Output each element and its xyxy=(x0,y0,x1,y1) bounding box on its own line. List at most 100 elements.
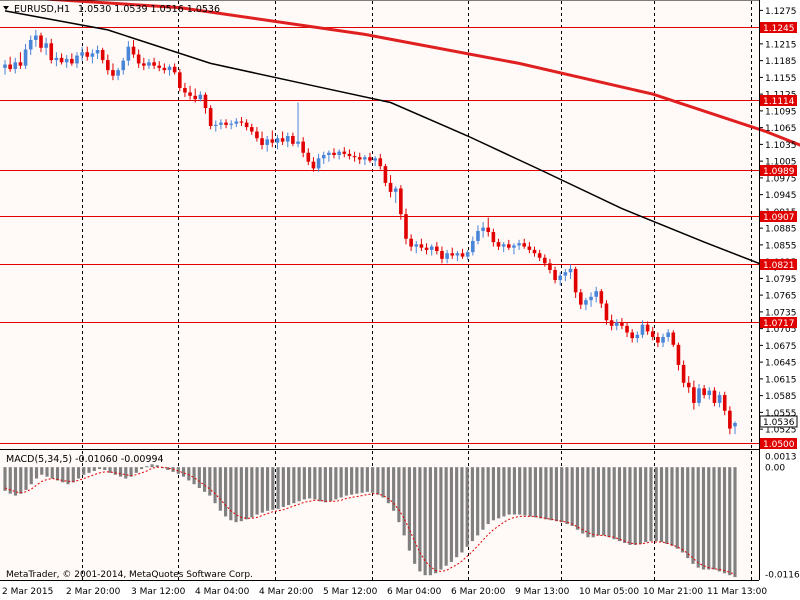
price-tick-label: 1.0885 xyxy=(765,225,797,235)
price-tick-label: 1.0855 xyxy=(765,241,797,251)
macd-bar xyxy=(34,467,39,479)
macd-bar xyxy=(455,467,459,558)
candle-body xyxy=(121,60,126,71)
macd-bar xyxy=(617,467,622,542)
macd-bar xyxy=(654,467,658,542)
macd-bar xyxy=(528,467,532,517)
macd-bar xyxy=(680,467,685,553)
macd-bar xyxy=(229,467,233,521)
candle-body xyxy=(203,94,208,109)
price-tick-label: 1.0975 xyxy=(765,174,797,184)
candle-body xyxy=(255,131,259,139)
macd-bar xyxy=(481,467,485,530)
price-tick-label: 1.0525 xyxy=(765,426,797,436)
candle-body xyxy=(471,240,475,253)
macd-tick-label: 0.0013 xyxy=(765,453,797,463)
price-level-text: 1.1114 xyxy=(763,97,795,107)
candle-body xyxy=(208,108,213,126)
macd-bar xyxy=(76,467,81,479)
macd-bar xyxy=(192,467,196,485)
candle-body xyxy=(424,247,429,250)
macd-bar xyxy=(623,467,627,543)
macd-bar xyxy=(134,467,138,473)
candle-body xyxy=(722,395,727,411)
candle-body xyxy=(260,138,264,145)
candle-body xyxy=(188,92,192,96)
candle-body xyxy=(450,253,455,256)
macd-bar xyxy=(155,465,159,468)
candle-body xyxy=(275,138,280,143)
candle-body xyxy=(465,252,470,257)
candle-body xyxy=(244,122,249,128)
candle-body xyxy=(100,50,105,61)
macd-bar xyxy=(3,467,7,491)
macd-bar xyxy=(465,467,469,547)
candle-body xyxy=(614,322,619,326)
macd-bar xyxy=(92,467,96,471)
candle-body xyxy=(183,87,187,93)
macd-bar xyxy=(166,467,170,471)
candle-body xyxy=(239,121,244,123)
macd-bar xyxy=(97,467,102,470)
macd-bar xyxy=(675,467,679,549)
macd-bar xyxy=(218,467,222,511)
time-axis-labels: 2 Mar 2015 2 Mar 20:00 3 Mar 12:00 4 Mar 04… xyxy=(2,587,767,597)
candle-body xyxy=(177,72,182,88)
time-axis-label: 2 Mar 2015 xyxy=(2,587,53,597)
time-axis-label: 2 Mar 20:00 xyxy=(66,587,121,597)
macd-bar xyxy=(423,467,427,576)
time-axis-label: 5 Mar 12:00 xyxy=(323,587,378,597)
price-level-text: 1.0717 xyxy=(763,319,795,329)
macd-bar xyxy=(360,467,364,493)
macd-bar xyxy=(518,467,522,515)
macd-bar xyxy=(565,467,569,525)
candle-body xyxy=(337,151,341,155)
candle-body xyxy=(404,214,408,239)
macd-bar xyxy=(402,467,406,536)
macd-bar xyxy=(66,467,70,485)
macd-bar xyxy=(45,467,49,477)
macd-bar xyxy=(139,467,144,470)
macd-bar xyxy=(365,467,369,492)
price-level-labels: 1.1245 1.1114 1.0989 1.0907 1.0821 1.0717 1.05… xyxy=(760,22,797,450)
candle-body xyxy=(234,121,239,124)
macd-bar xyxy=(523,467,527,516)
candle-body xyxy=(373,158,377,161)
candle-body xyxy=(681,364,686,383)
macd-bar xyxy=(334,467,338,500)
macd-bar xyxy=(313,467,317,500)
macd-bar xyxy=(308,467,312,499)
candle-body xyxy=(378,158,383,167)
candle-body xyxy=(486,227,491,233)
macd-bar xyxy=(665,467,669,544)
candle-body xyxy=(327,152,331,155)
macd-bar xyxy=(470,467,474,542)
macd-signal-line xyxy=(4,466,736,575)
candle-body xyxy=(409,238,413,247)
macd-bar xyxy=(40,467,44,475)
collapse-triangle-icon[interactable] xyxy=(3,6,9,10)
candle-body xyxy=(301,141,305,153)
candle-body xyxy=(517,243,521,246)
macd-bar xyxy=(712,467,716,570)
macd-bar xyxy=(507,467,511,515)
candle-body xyxy=(23,49,28,66)
candle-body xyxy=(419,244,424,248)
candle-body xyxy=(224,122,228,125)
candle-body xyxy=(697,388,701,403)
candle-body xyxy=(229,123,233,125)
macd-bar xyxy=(202,467,207,492)
candle-body xyxy=(635,334,640,339)
price-tick-label: 1.0675 xyxy=(765,342,797,352)
candle-body xyxy=(306,152,311,162)
candle-body xyxy=(661,337,665,343)
candle-body xyxy=(563,272,568,276)
macd-bar xyxy=(271,467,275,510)
candle-body xyxy=(522,243,527,247)
candle-body xyxy=(142,63,146,66)
candle-body xyxy=(491,232,496,243)
price-level-tag xyxy=(760,438,797,449)
candle-body xyxy=(64,58,69,63)
candle-body xyxy=(728,410,732,429)
